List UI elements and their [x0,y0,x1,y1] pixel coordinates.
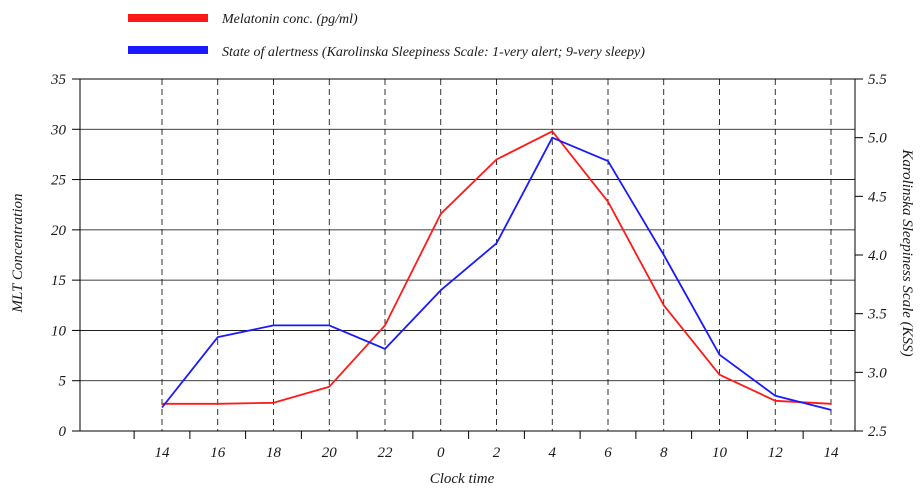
x-tick-label: 18 [266,445,282,461]
legend-swatch-alertness [128,46,208,54]
x-axis-title: Clock time [430,471,495,487]
plot-frame [79,78,856,432]
y-left-tick-label: 10 [51,323,67,339]
legend-label-melatonin: Melatonin conc. (pg/ml) [221,12,358,27]
y-right-tick-label: 4.5 [868,189,887,205]
y-left-tick-label: 5 [59,374,67,390]
alertness-series-line [161,136,832,411]
x-tick-label: 10 [712,445,728,461]
y-right-tick-label: 4.0 [868,248,887,264]
y-left-tick-label: 20 [51,223,67,239]
legend-label-alertness: State of alertness (Karolinska Sleepines… [222,45,645,60]
series-layer [161,130,832,411]
x-tick-label: 14 [824,445,840,461]
y-left-tick-label: 0 [59,424,67,440]
y-left-tick-label: 25 [51,173,67,189]
x-tick-label: 20 [322,445,338,461]
grid [80,79,855,431]
x-tick-label: 16 [210,445,226,461]
x-tick-label: 2 [493,445,501,461]
x-tick-label: 0 [437,445,445,461]
x-tick-label: 8 [660,445,668,461]
x-tick-label: 12 [768,445,784,461]
y-left-tick-label: 35 [50,72,67,88]
x-tick-label: 22 [378,445,394,461]
x-tick-label: 6 [604,445,612,461]
y-right-tick-label: 3.5 [867,307,887,323]
legend: Melatonin conc. (pg/ml) State of alertne… [128,12,645,60]
melatonin-series-line [162,130,832,405]
y-left-tick-label: 15 [51,273,67,289]
y-right-tick-label: 5.5 [868,72,887,88]
y-axis-right-title: Karolinska Sleepiness Scale (KSS) [899,148,915,356]
x-tick-label: 14 [155,445,171,461]
y-right-tick-label: 3.0 [867,365,887,381]
y-left-tick-label: 30 [50,122,67,138]
legend-swatch-melatonin [128,14,208,22]
y-right-tick-label: 5.0 [868,131,887,147]
x-tick-label: 4 [549,445,557,461]
y-right-tick-label: 2.5 [868,424,887,440]
y-axis-left-title: MLT Concentration [10,193,26,313]
